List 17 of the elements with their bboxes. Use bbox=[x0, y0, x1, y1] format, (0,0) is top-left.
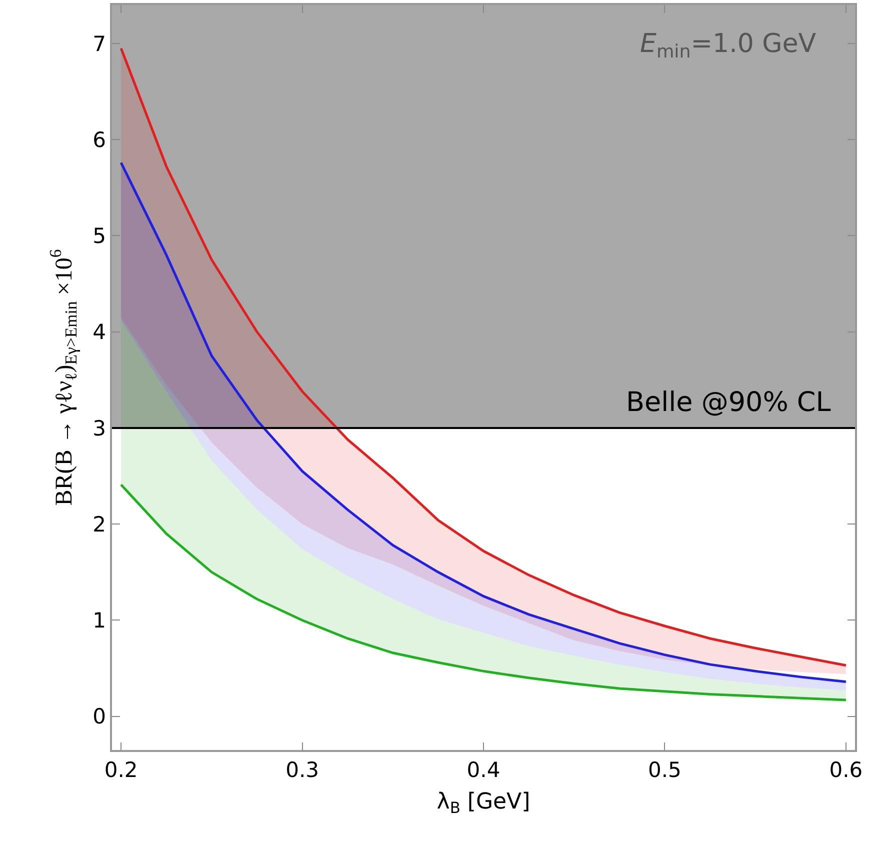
x-axis-title: λ$_{B}$ [GeV] bbox=[436, 789, 530, 817]
line-series bbox=[120, 483, 848, 702]
x-tick-label: 0.6 bbox=[829, 758, 863, 782]
band-label: Belle @90% CL bbox=[626, 387, 831, 418]
y-tick-label: 2 bbox=[92, 512, 106, 536]
x-tick-label: 0.3 bbox=[286, 758, 319, 782]
y-tick-label: 5 bbox=[92, 224, 106, 248]
annotation: E$_{min}$=1.0 GeV bbox=[640, 29, 816, 62]
y-tick-label: 6 bbox=[92, 128, 106, 152]
y-tick-label: 3 bbox=[92, 416, 106, 440]
x-tick-label: 0.2 bbox=[104, 758, 138, 782]
x-tick-label: 0.5 bbox=[648, 758, 682, 782]
x-tick-label: 0.4 bbox=[466, 758, 500, 782]
y-tick-label: 1 bbox=[92, 608, 106, 633]
y-tick-label: 7 bbox=[92, 32, 106, 56]
y-tick-label: 4 bbox=[92, 320, 106, 344]
y-tick-label: 0 bbox=[92, 704, 106, 729]
